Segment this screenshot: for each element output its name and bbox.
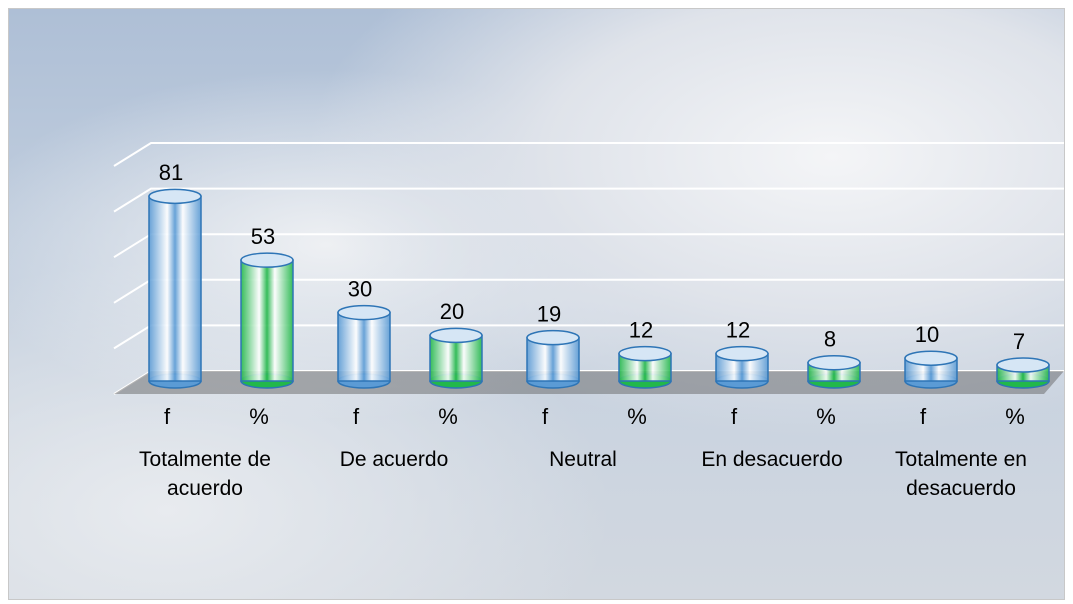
value-label: 8 [824,327,836,352]
category-label: Neutral [498,445,668,474]
series-label: f [353,404,360,429]
grid-line [114,189,1064,212]
series-label: f [164,404,171,429]
cylinder-bar [905,351,957,388]
cylinder-top [997,358,1049,372]
value-label: 81 [159,160,183,185]
cylinder-body [149,196,201,381]
cylinder-bar [716,347,768,388]
chart: 81 f 53% 30 f 20% 19 f 12% 12 f 8% 10 f 7% [9,9,1064,599]
value-label: 12 [726,317,750,342]
value-label: 12 [629,317,653,342]
value-label: 7 [1013,329,1025,354]
cylinder-top [619,347,671,361]
value-label: 53 [251,224,275,249]
series-label: % [627,404,647,429]
series-label: % [438,404,458,429]
cylinder-bar [997,358,1049,388]
value-label: 10 [915,322,939,347]
series-label: % [249,404,269,429]
cylinder-bar [619,347,671,388]
cylinder-bar [241,253,293,388]
cylinder-body [241,260,293,381]
cylinder-body [338,313,390,381]
cylinder-bar [149,189,201,388]
category-label: Totalmente en desacuerdo [876,445,1046,503]
cylinder-bar [338,306,390,388]
cylinder-bar [430,328,482,388]
series-label: % [1005,404,1025,429]
cylinder-top [430,328,482,342]
grid-line [114,143,1064,166]
value-label: 19 [537,301,561,326]
cylinder-top [808,356,860,370]
cylinder-top [241,253,293,267]
cylinder-top [527,331,579,345]
series-label: f [542,404,549,429]
cylinder-bar [527,331,579,388]
cylinder-top [149,189,201,203]
category-label: De acuerdo [309,445,479,474]
series-label: f [731,404,738,429]
value-label: 20 [440,299,464,324]
cylinder-top [905,351,957,365]
value-label: 30 [348,276,372,301]
chart-frame: 81 f 53% 30 f 20% 19 f 12% 12 f 8% 10 f 7% Totalmente … [8,8,1065,600]
cylinder-top [716,347,768,361]
series-label: % [816,404,836,429]
category-label: En desacuerdo [687,445,857,474]
cylinder-top [338,306,390,320]
category-label: Totalmente de acuerdo [120,445,290,503]
series-label: f [920,404,927,429]
cylinder-bar [808,356,860,388]
